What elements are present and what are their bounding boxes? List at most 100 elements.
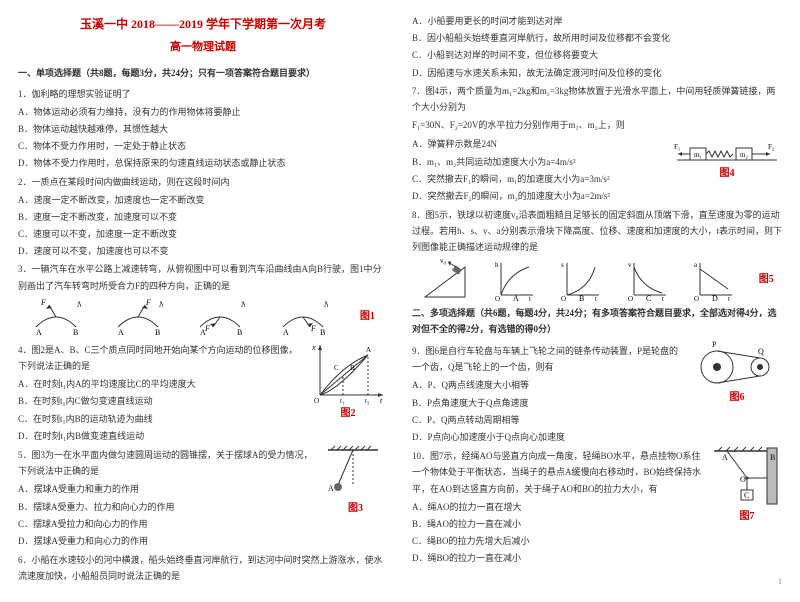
fig4-label: 图4: [672, 165, 782, 183]
svg-text:O: O: [495, 295, 500, 301]
svg-text:s: s: [561, 261, 564, 269]
fig5-c: v t O C: [626, 259, 670, 301]
svg-text:v: v: [628, 261, 632, 269]
svg-text:A: A: [722, 453, 728, 462]
q2-a: A．速度一定不断改变，加速度也一定不断改变: [18, 192, 388, 208]
exam-subtitle: 高一物理试题: [18, 38, 388, 58]
figure4: m₁ m₂ F₁ F₂: [672, 135, 782, 165]
section2-heading: 二、多项选择题（共6题，每题4分，共24分；有多项答案符合题目要求，全部选对得4…: [412, 305, 782, 337]
q9-a: A．P、Q两点线速度大小相等: [412, 377, 686, 393]
fig1-a: A B F N: [31, 297, 81, 337]
q10-a: A．绳AO的拉力一直在增大: [412, 499, 706, 515]
q6-b: B．因小船船头始终垂直河岸航行，故所用时间及位移都不会变化: [412, 30, 782, 46]
fig1-label: 图1: [360, 308, 375, 326]
q1-stem: 1．伽利略的理想实验证明了: [18, 86, 388, 102]
q7-d: D．突然撤去F₂的瞬间，m₂的加速度大小为a=2m/s²: [412, 188, 666, 204]
q10-b: B．绳AO的拉力一直在减小: [412, 516, 706, 532]
fig3-label: 图3: [323, 500, 388, 518]
section1-heading: 一、单项选择题（共8题，每题3分，共24分；只有一项答案符合题目要求）: [18, 65, 388, 81]
q1-d: D．物体不受力作用时，总保持原来的匀速直线运动状态或静止状态: [18, 155, 388, 171]
q4-c: C．在时刻t₁内B的运动轨迹为曲线: [18, 411, 302, 427]
svg-text:F₁: F₁: [674, 143, 680, 151]
svg-text:P: P: [712, 341, 717, 349]
svg-text:t: t: [380, 396, 383, 405]
svg-text:F: F: [40, 298, 46, 307]
figure6: PQ: [692, 341, 782, 389]
fig2-label: 图2: [308, 405, 388, 423]
fig7-label: 图7: [712, 508, 782, 526]
q9-stem: 9．图6是自行车轮盘与车辆上飞轮之间的链条传动装置，P是轮盘的一个齿，Q是飞轮上…: [412, 343, 686, 375]
svg-text:m₂: m₂: [740, 151, 748, 159]
q5-a: A．摆球A受重力和重力的作用: [18, 481, 317, 497]
q6-c: C．小船到达对岸的时间不变，但位移将要变大: [412, 47, 782, 63]
q10-stem: 10．图7示，经绳AO与竖直方向成一角度，轻绳BO水平，悬点挂物O系住一个物体处…: [412, 448, 706, 497]
svg-text:Q: Q: [758, 347, 764, 356]
fig6-label: 图6: [692, 389, 782, 407]
q5-stem: 5．图3为一在水平面内做匀速圆周运动的圆锥摆，关于摆球A的受力情况，下列说法中正…: [18, 447, 317, 479]
svg-text:A: A: [118, 328, 124, 337]
figure5-row: v₀ htOA stOB vtOC atOD 图5: [412, 259, 782, 301]
svg-text:F: F: [145, 298, 151, 307]
q6-d: D．因船速与水速关系未知，故无法确定渡河时间及位移的变化: [412, 65, 782, 81]
q3-stem: 3．一辆汽车在水平公路上减速转弯，从俯视图中可以看到汽车沿曲线由A向B行驶，图1…: [18, 261, 388, 293]
q1-b: B．物体运动越快越难停，其惯性越大: [18, 121, 388, 137]
fig5-label: 图5: [759, 271, 774, 289]
svg-text:N: N: [240, 300, 245, 309]
q7-a: A．弹簧秤示数是24N: [412, 136, 666, 152]
q2-stem: 2．一质点在某段时间内做曲线运动，则在这段时间内: [18, 174, 388, 190]
svg-text:O: O: [628, 295, 633, 301]
figure3: A: [323, 445, 388, 500]
q2-b: B．速度一定不断改变，加速度可以不变: [18, 209, 388, 225]
svg-text:B: B: [73, 328, 78, 337]
page-number: 1: [412, 575, 782, 589]
q1-a: A．物体运动必须有力维持，没有力的作用物体将要静止: [18, 104, 388, 120]
svg-text:N: N: [76, 300, 81, 309]
q9-b: B．P点角速度大于Q点角速度: [412, 395, 686, 411]
exam-title: 玉溪一中 2018——2019 学年下学期第一次月考: [18, 14, 388, 36]
svg-text:O: O: [694, 295, 699, 301]
svg-text:B: B: [579, 294, 584, 301]
svg-text:B: B: [350, 364, 355, 372]
svg-text:A: A: [283, 328, 289, 337]
svg-text:x: x: [311, 343, 316, 352]
q4-a: A．在时刻t₁内A的平均速度比C的平均速度大: [18, 376, 302, 392]
fig1-b: A B FN: [113, 297, 163, 337]
q10-d: D．绳BO的拉力一直在减小: [412, 550, 706, 566]
q9-d: D．P点向心加速度小于Q点向心加速度: [412, 429, 686, 445]
figure7: A B O C: [712, 446, 782, 508]
q10-c: C．绳BO的拉力先增大后减小: [412, 533, 706, 549]
svg-text:A: A: [513, 294, 519, 301]
svg-text:m₁: m₁: [694, 151, 702, 159]
figure2: x t A B C t₁ t₂ O: [308, 340, 388, 405]
fig1-c: ABFN: [195, 297, 245, 337]
q2-c: C．速度可以不变，加速度一定不断改变: [18, 226, 388, 242]
q9-c: C．P、Q两点转动周期相等: [412, 412, 686, 428]
svg-text:t₁: t₁: [340, 397, 344, 405]
svg-text:t₂: t₂: [365, 397, 370, 405]
svg-text:v₀: v₀: [440, 259, 447, 265]
svg-text:B: B: [155, 328, 160, 337]
svg-text:O: O: [561, 295, 566, 301]
q7-c: C．突然撤去F₁的瞬间，m₁的加速度大小为a=3m/s²: [412, 171, 666, 187]
fig5-incline: v₀: [420, 259, 470, 301]
svg-text:a: a: [694, 261, 698, 269]
svg-text:A: A: [36, 328, 42, 337]
fig5-a: htOA: [493, 259, 537, 301]
q5-d: D．摆球A受重力和向心力的作用: [18, 533, 317, 549]
q6-a: A．小船要用更长的时间才能到达对岸: [412, 13, 782, 29]
svg-text:F: F: [310, 324, 316, 333]
q7-stem2: F₁=30N、F₂=20V的水平拉力分别作用于m₁、m₂上，则: [412, 117, 782, 133]
fig1-d: ABFN: [278, 297, 328, 337]
svg-text:B: B: [770, 453, 775, 462]
svg-text:t: t: [662, 295, 664, 301]
svg-text:A: A: [366, 346, 371, 354]
svg-text:F: F: [204, 324, 210, 333]
q5-c: C．摆球A受拉力和向心力的作用: [18, 516, 317, 532]
q4-b: B．在时刻t₁内C做匀变速直线运动: [18, 393, 302, 409]
svg-text:t: t: [728, 295, 730, 301]
fig5-d: atOD: [692, 259, 736, 301]
svg-text:t: t: [595, 295, 597, 301]
svg-text:B: B: [320, 328, 325, 337]
svg-text:C: C: [646, 294, 651, 301]
svg-text:N: N: [158, 300, 163, 309]
